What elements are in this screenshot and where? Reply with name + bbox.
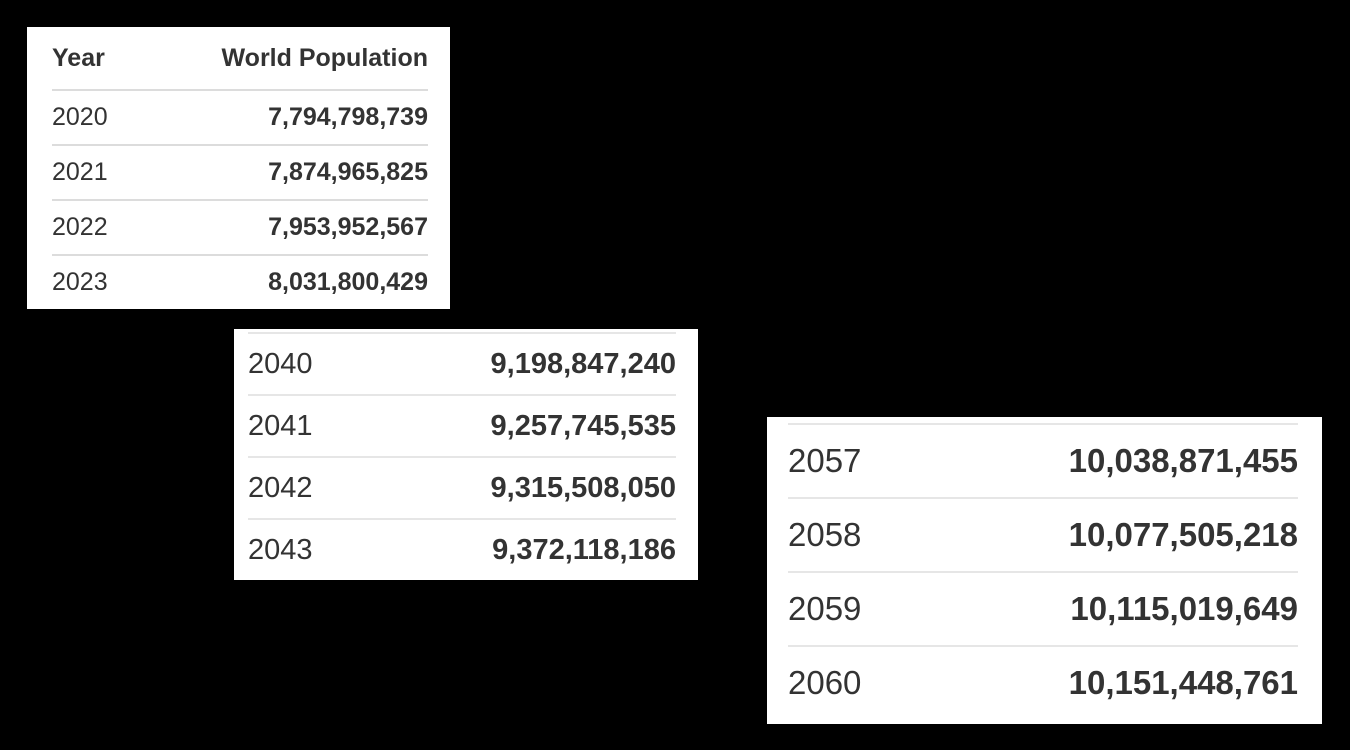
year-cell: 2059 xyxy=(788,590,862,627)
table-row: 2060 10,151,448,761 xyxy=(788,645,1298,719)
table-row: 2041 9,257,745,535 xyxy=(248,394,676,456)
table-row: 2059 10,115,019,649 xyxy=(788,571,1298,645)
table-row: 2057 10,038,871,455 xyxy=(788,423,1298,497)
table-header: Year World Population xyxy=(52,27,428,89)
year-cell: 2022 xyxy=(52,213,108,241)
population-cell: 8,031,800,429 xyxy=(268,268,428,296)
table-row: 2020 7,794,798,739 xyxy=(52,89,428,144)
year-cell: 2060 xyxy=(788,664,862,701)
year-cell: 2058 xyxy=(788,516,862,553)
population-cell: 10,077,505,218 xyxy=(1068,516,1298,553)
population-table-2040-2043: 2040 9,198,847,240 2041 9,257,745,535 20… xyxy=(234,329,698,580)
population-cell: 7,874,965,825 xyxy=(268,158,428,186)
population-cell: 10,038,871,455 xyxy=(1068,442,1298,479)
table-row: 2022 7,953,952,567 xyxy=(52,199,428,254)
table-row: 2040 9,198,847,240 xyxy=(248,332,676,394)
population-cell: 10,115,019,649 xyxy=(1070,590,1298,627)
table-row: 2058 10,077,505,218 xyxy=(788,497,1298,571)
header-world-population: World Population xyxy=(221,43,428,72)
year-cell: 2040 xyxy=(248,347,313,380)
table-row: 2042 9,315,508,050 xyxy=(248,456,676,518)
population-cell: 9,257,745,535 xyxy=(490,409,676,442)
header-year: Year xyxy=(52,43,105,72)
population-table-2020-2023: Year World Population 2020 7,794,798,739… xyxy=(27,27,450,309)
population-cell: 9,372,118,186 xyxy=(492,533,676,566)
table-row: 2021 7,874,965,825 xyxy=(52,144,428,199)
population-cell: 9,198,847,240 xyxy=(490,347,676,380)
population-cell: 10,151,448,761 xyxy=(1068,664,1298,701)
population-table-2057-2060: 2057 10,038,871,455 2058 10,077,505,218 … xyxy=(767,417,1322,724)
year-cell: 2057 xyxy=(788,442,862,479)
population-cell: 7,794,798,739 xyxy=(268,103,428,131)
population-cell: 7,953,952,567 xyxy=(268,213,428,241)
year-cell: 2042 xyxy=(248,471,313,504)
year-cell: 2023 xyxy=(52,268,108,296)
year-cell: 2043 xyxy=(248,533,313,566)
table-row: 2043 9,372,118,186 xyxy=(248,518,676,580)
year-cell: 2020 xyxy=(52,103,108,131)
population-cell: 9,315,508,050 xyxy=(490,471,676,504)
year-cell: 2041 xyxy=(248,409,313,442)
year-cell: 2021 xyxy=(52,158,108,186)
table-row: 2023 8,031,800,429 xyxy=(52,254,428,309)
